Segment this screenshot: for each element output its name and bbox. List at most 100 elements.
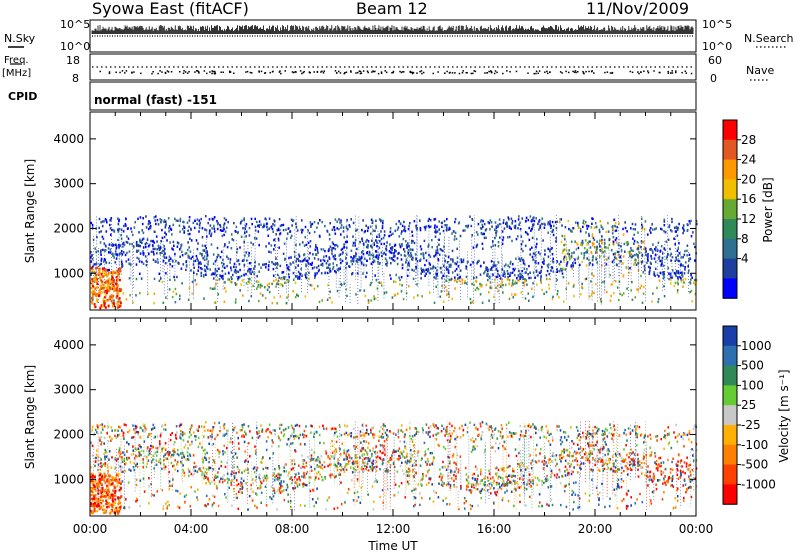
echo-cell	[144, 255, 147, 258]
echo-cell	[202, 449, 205, 452]
echo-cell	[458, 507, 460, 511]
echo-cell	[218, 278, 221, 281]
echo-cell	[133, 462, 135, 465]
echo-cell	[123, 243, 126, 247]
echo-cell	[584, 278, 587, 281]
nave-sample	[359, 72, 362, 75]
echo-cell	[407, 227, 410, 231]
nave-sample	[131, 71, 133, 74]
echo-cell	[296, 293, 298, 296]
nave-sample	[166, 70, 169, 72]
echo-cell	[551, 454, 554, 458]
nave-sample	[323, 70, 325, 72]
echo-cell	[178, 224, 181, 227]
echo-cell	[555, 464, 557, 468]
echo-cell	[591, 290, 594, 294]
echo-cell	[394, 280, 397, 284]
echo-cell	[171, 295, 174, 299]
echo-cell	[132, 301, 134, 304]
echo-cell	[556, 278, 558, 282]
echo-cell	[677, 278, 679, 281]
echo-cell	[170, 257, 172, 260]
noise-tick-right-top: 10^5	[702, 18, 732, 31]
echo-cell	[270, 251, 272, 254]
echo-cell	[437, 259, 440, 262]
echo-cell	[97, 272, 100, 275]
echo-cell	[122, 292, 125, 295]
echo-cell	[173, 244, 175, 247]
echo-cell	[652, 292, 654, 295]
echo-cell	[305, 275, 307, 278]
echo-cell	[448, 503, 451, 506]
echo-cell	[635, 428, 638, 431]
echo-cell	[441, 480, 444, 484]
echo-cell	[599, 245, 601, 248]
echo-cell	[242, 479, 245, 483]
echo-cell	[442, 274, 445, 277]
echo-cell	[324, 249, 326, 253]
echo-cell	[480, 434, 483, 437]
echo-cell	[589, 449, 592, 453]
echo-cell	[225, 218, 227, 222]
echo-cell	[105, 245, 107, 248]
echo-cell	[225, 226, 228, 229]
echo-cell	[584, 220, 587, 224]
echo-cell	[360, 251, 363, 254]
nave-sample	[604, 71, 606, 74]
echo-cell	[646, 261, 648, 264]
echo-cell	[674, 506, 677, 509]
echo-cell	[321, 264, 324, 267]
echo-cell	[511, 293, 513, 296]
echo-cell	[601, 238, 603, 242]
echo-cell	[438, 220, 440, 223]
echo-cell	[598, 498, 600, 502]
echo-cell	[203, 425, 206, 428]
echo-cell	[492, 265, 494, 268]
echo-cell	[290, 468, 293, 471]
echo-cell	[205, 273, 207, 276]
echo-cell	[611, 260, 614, 263]
echo-cell	[324, 476, 326, 479]
echo-cell	[245, 223, 248, 226]
echo-cell	[227, 278, 229, 281]
echo-cell	[479, 226, 482, 230]
echo-cell	[568, 452, 571, 456]
echo-cell	[283, 433, 286, 436]
nave-sample	[412, 71, 415, 74]
echo-cell	[576, 451, 578, 454]
echo-cell	[286, 280, 289, 283]
echo-cell	[602, 251, 604, 254]
echo-cell	[487, 272, 489, 276]
echo-cell	[506, 224, 508, 228]
echo-cell	[637, 288, 639, 292]
echo-cell	[467, 485, 469, 488]
echo-cell	[555, 236, 557, 240]
freq-unit-label: [MHz]	[2, 68, 31, 79]
echo-cell	[686, 228, 689, 232]
echo-cell	[423, 270, 426, 273]
echo-cell	[308, 271, 310, 275]
echo-cell	[173, 441, 176, 444]
echo-cell	[241, 424, 243, 427]
echo-cell	[136, 465, 139, 469]
echo-cell	[575, 452, 577, 456]
echo-cell	[393, 259, 396, 263]
echo-cell	[223, 233, 225, 237]
echo-cell	[598, 242, 601, 245]
echo-cell	[258, 224, 260, 227]
echo-cell	[130, 227, 132, 230]
echo-cell	[256, 220, 258, 224]
echo-cell	[137, 249, 140, 252]
echo-cell	[100, 259, 103, 262]
echo-cell	[422, 254, 425, 258]
echo-cell	[139, 426, 142, 429]
echo-cell	[582, 241, 584, 245]
echo-cell	[241, 219, 243, 222]
echo-cell	[95, 250, 97, 254]
echo-cell	[172, 248, 174, 251]
echo-cell	[598, 230, 601, 234]
echo-cell	[172, 290, 175, 293]
echo-cell	[501, 242, 504, 246]
echo-cell	[115, 257, 118, 260]
